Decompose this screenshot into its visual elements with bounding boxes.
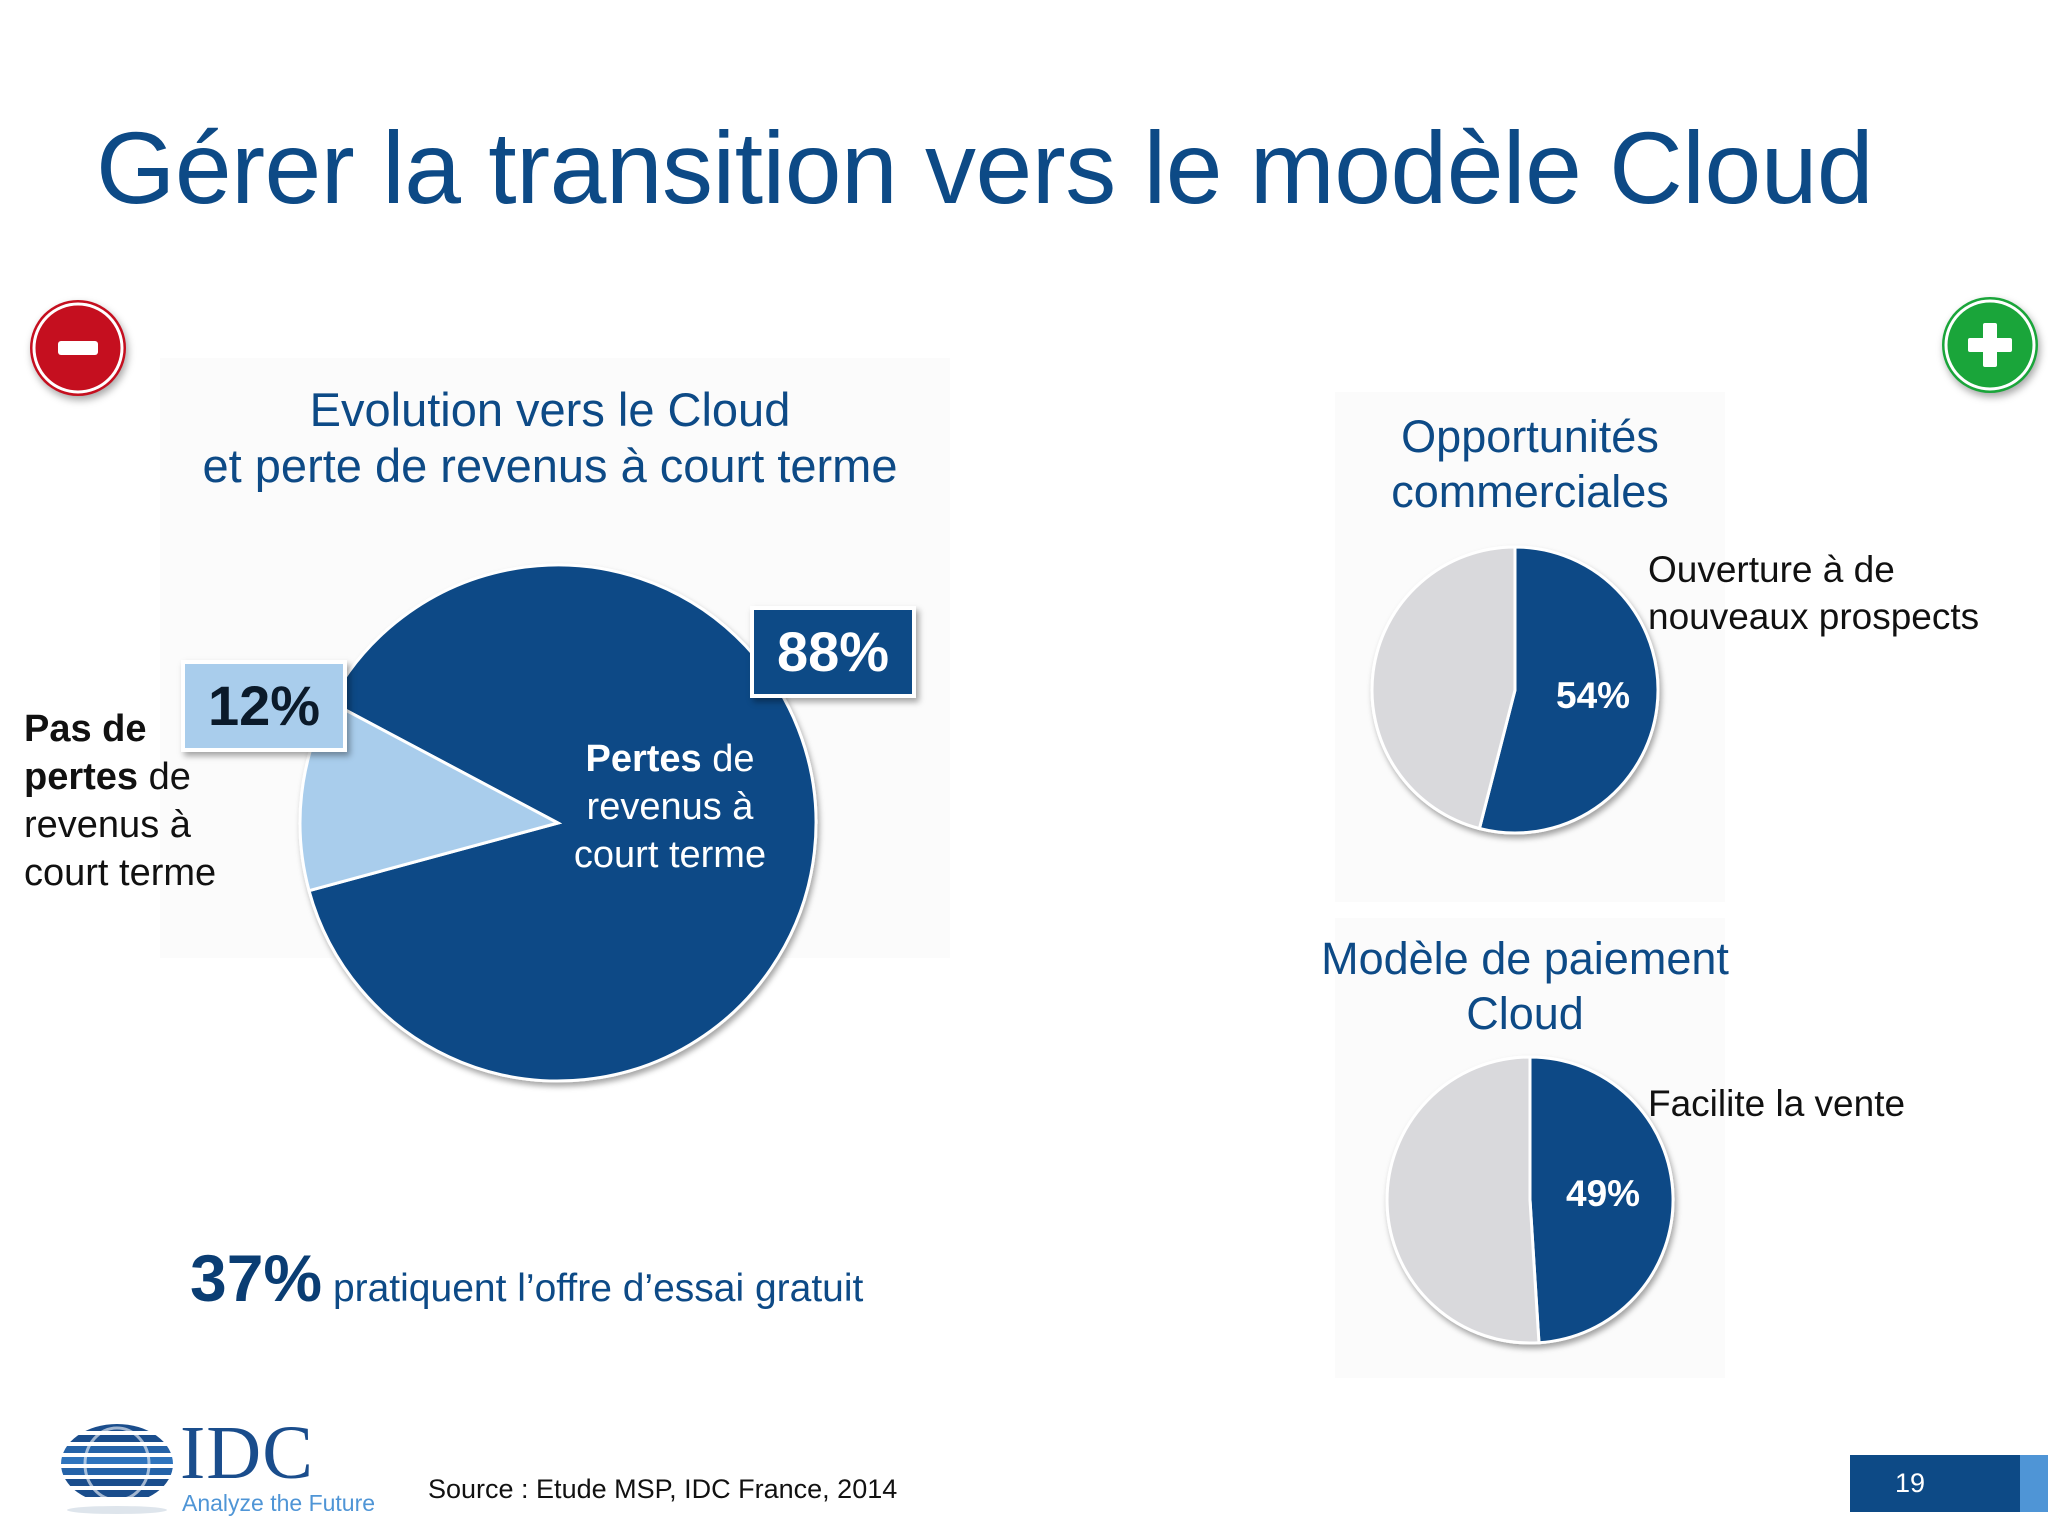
pie-slice-revenue-loss xyxy=(307,563,818,1083)
pie-slice-other-payment xyxy=(1385,1055,1541,1345)
right-top-chart-heading: Opportunités commerciales xyxy=(1330,410,1730,520)
no-loss-rest2: revenus à xyxy=(24,803,191,846)
prospects-label-line1: Ouverture à de xyxy=(1648,549,1895,590)
revenue-loss-pie xyxy=(298,563,818,1083)
pie-slice-new-prospects xyxy=(1477,545,1660,835)
minus-icon xyxy=(32,302,124,394)
page-number: 19 xyxy=(1894,1468,1926,1498)
free-trial-value: 37% xyxy=(190,1241,323,1315)
pie-slice-other-opportunities xyxy=(1370,545,1517,831)
loss-label: Pertes de revenus à court terme xyxy=(540,736,800,880)
free-trial-stat: 37% pratiquent l’offre d’essai gratuit xyxy=(190,1240,863,1316)
prospects-label-line2: nouveaux prospects xyxy=(1648,596,1980,638)
plus-icon xyxy=(1944,299,2036,391)
idc-globe-icon xyxy=(61,1424,173,1514)
page-number-box xyxy=(1850,1455,2020,1512)
right-bottom-chart-heading: Modèle de paiement Cloud xyxy=(1280,932,1770,1042)
right-top-heading-line1: Opportunités xyxy=(1401,411,1659,462)
left-heading-line1: Evolution vers le Cloud xyxy=(309,383,791,436)
prospects-label: Ouverture à de nouveaux prospects xyxy=(1648,546,1979,641)
payment-model-pie xyxy=(1385,1055,1675,1345)
plus-badge xyxy=(1942,297,2038,393)
no-loss-rest3: court terme xyxy=(24,851,217,894)
right-bottom-heading-line2: Cloud xyxy=(1466,987,1584,1039)
callout-88-percent: 88% xyxy=(750,606,916,698)
loss-rest2: revenus à xyxy=(586,785,754,828)
no-loss-rest1: de xyxy=(138,755,191,798)
left-chart-heading: Evolution vers le Cloud et perte de reve… xyxy=(130,382,970,495)
right-bottom-heading-line1: Modèle de paiement xyxy=(1321,933,1729,984)
value-label-54: 54% xyxy=(1556,675,1631,716)
value-label-49: 49% xyxy=(1566,1173,1641,1214)
minus-badge xyxy=(30,300,126,396)
page-title: Gérer la transition vers le modèle Cloud xyxy=(96,111,1874,225)
idc-logo-text: IDC xyxy=(180,1411,314,1495)
loss-bold: Pertes xyxy=(585,738,702,780)
no-loss-bold2: pertes xyxy=(24,755,139,798)
idc-tagline: Analyze the Future xyxy=(182,1490,376,1516)
callout-12-percent: 12% xyxy=(181,660,347,752)
loss-rest1: de xyxy=(701,738,755,780)
free-trial-text: pratiquent l’offre d’essai gratuit xyxy=(322,1267,864,1310)
no-loss-label: Pas de pertes de revenus à court terme xyxy=(24,706,216,898)
pie-slice-eases-sales xyxy=(1528,1055,1675,1345)
source-note: Source : Etude MSP, IDC France, 2014 xyxy=(428,1474,898,1504)
page-number-accent xyxy=(2020,1455,2048,1512)
sales-label: Facilite la vente xyxy=(1648,1083,1906,1124)
opportunities-pie xyxy=(1370,545,1660,835)
left-heading-line2: et perte de revenus à court terme xyxy=(202,439,898,493)
loss-rest3: court terme xyxy=(573,833,767,876)
right-top-heading-line2: commerciales xyxy=(1391,465,1669,517)
no-loss-bold1: Pas de xyxy=(24,708,147,750)
